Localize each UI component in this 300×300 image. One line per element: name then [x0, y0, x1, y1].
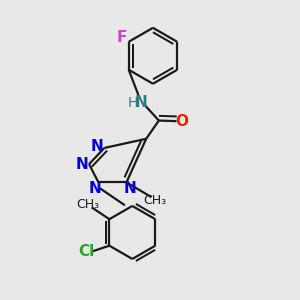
Text: N: N: [91, 139, 103, 154]
Text: H: H: [127, 96, 137, 110]
Text: N: N: [135, 95, 148, 110]
Text: N: N: [124, 182, 136, 196]
Text: N: N: [88, 182, 101, 196]
Text: Cl: Cl: [78, 244, 94, 259]
Text: CH₃: CH₃: [143, 194, 166, 207]
Text: O: O: [175, 114, 188, 129]
Text: F: F: [116, 30, 127, 45]
Text: CH₃: CH₃: [76, 198, 100, 211]
Text: N: N: [75, 157, 88, 172]
